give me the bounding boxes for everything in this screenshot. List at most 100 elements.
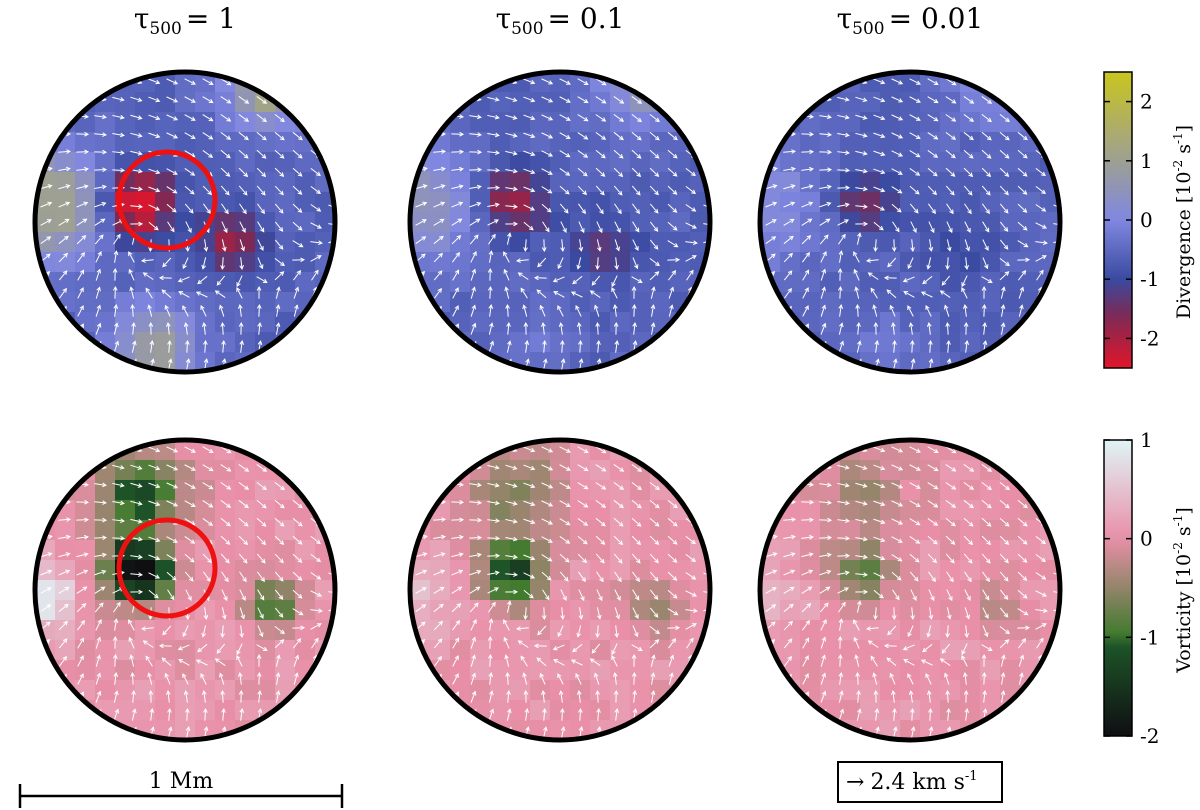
heatmap-cell (940, 560, 961, 581)
velocity-vector (505, 114, 517, 119)
velocity-vector (964, 239, 970, 251)
vortex-marker-circle (116, 149, 218, 251)
heatmap-cell (960, 580, 981, 601)
heatmap-cell (450, 72, 471, 93)
velocity-vector (855, 150, 867, 155)
heatmap-cell (820, 312, 841, 333)
velocity-vector (819, 202, 831, 208)
velocity-vector (148, 96, 160, 102)
heatmap-cell (450, 640, 471, 661)
heatmap-cell (690, 192, 710, 213)
velocity-vector (820, 691, 826, 703)
heatmap-cell (410, 460, 431, 481)
heatmap-cell (1040, 72, 1060, 93)
velocity-vector (613, 517, 624, 527)
velocity-vector (981, 167, 991, 177)
velocity-vector (981, 553, 991, 564)
heatmap-cell (920, 192, 941, 213)
velocity-vector (202, 132, 213, 140)
velocity-vector (667, 270, 676, 281)
heatmap-cell (940, 680, 961, 701)
velocity-vector (258, 323, 261, 335)
heatmap-cell (55, 192, 76, 213)
velocity-vector (1001, 691, 1005, 703)
velocity-vector (178, 659, 190, 666)
heatmap-cell (530, 112, 551, 133)
heatmap-cell (960, 92, 981, 113)
velocity-vector (452, 287, 459, 299)
velocity-key-exp: -1 (965, 769, 978, 784)
velocity-vector (1018, 305, 1023, 317)
velocity-vector (1017, 553, 1027, 563)
heatmap-cell (960, 332, 981, 353)
velocity-vector (873, 150, 885, 156)
velocity-vector (838, 234, 846, 245)
heatmap-cell (550, 72, 571, 93)
heatmap-cell (1020, 272, 1041, 293)
velocity-vector (801, 553, 813, 558)
velocity-vector (541, 482, 553, 489)
heatmap-cell (550, 352, 571, 372)
heatmap-cell (690, 600, 710, 621)
velocity-vector (524, 607, 527, 620)
velocity-vector (507, 690, 510, 703)
velocity-vector (310, 464, 321, 472)
velocity-vector (765, 728, 775, 739)
velocity-vector (95, 251, 102, 263)
velocity-vector (929, 708, 932, 721)
heatmap-cell (275, 560, 296, 581)
velocity-vector (166, 186, 177, 194)
heatmap-cell (960, 192, 981, 213)
velocity-vector (819, 234, 829, 245)
velocity-vector (595, 535, 605, 545)
heatmap-cell (155, 700, 176, 721)
divergence-colorbar-tick-label: -1 (1140, 267, 1159, 291)
velocity-vector (704, 323, 710, 335)
velocity-vector (487, 219, 499, 226)
velocity-vector (903, 276, 915, 282)
heatmap-cell (920, 580, 941, 601)
velocity-vector (221, 571, 229, 582)
heatmap-cell (255, 292, 276, 313)
velocity-vector (577, 150, 588, 158)
velocity-vector (518, 272, 529, 280)
velocity-vector (469, 586, 480, 594)
velocity-vector (415, 219, 427, 226)
heatmap-cell (940, 640, 961, 661)
heatmap-cell (295, 192, 316, 213)
velocity-vector (166, 571, 177, 581)
velocity-vector (873, 132, 885, 138)
velocity-vector (1053, 446, 1060, 454)
heatmap-cell (490, 192, 511, 213)
velocity-vector (982, 359, 987, 371)
velocity-vector (631, 517, 642, 527)
heatmap-cell (550, 232, 571, 253)
velocity-vector (783, 728, 792, 739)
heatmap-cell (155, 312, 176, 333)
velocity-vector (145, 288, 153, 299)
velocity-vector (1036, 638, 1044, 649)
heatmap-cell (1000, 232, 1021, 253)
heatmap-cell (570, 212, 591, 233)
velocity-vector (874, 607, 877, 620)
velocity-vector (452, 673, 459, 685)
heatmap-cell (55, 252, 76, 273)
heatmap-cell (470, 680, 491, 701)
heatmap-cell (570, 480, 591, 501)
heatmap-cell (450, 232, 471, 253)
velocity-vector (239, 571, 247, 582)
velocity-vector (239, 673, 242, 685)
heatmap-cell (510, 312, 531, 333)
velocity-vector (927, 132, 938, 140)
velocity-vector (543, 708, 546, 721)
velocity-vector (703, 518, 710, 526)
velocity-vector (927, 482, 938, 490)
velocity-vector (704, 638, 710, 649)
velocity-vector (238, 535, 248, 545)
velocity-vector (910, 691, 913, 703)
velocity-vector (114, 619, 117, 631)
velocity-vector (668, 341, 673, 353)
velocity-vector (925, 673, 932, 685)
velocity-vector (999, 257, 1010, 266)
velocity-vector (58, 360, 67, 371)
